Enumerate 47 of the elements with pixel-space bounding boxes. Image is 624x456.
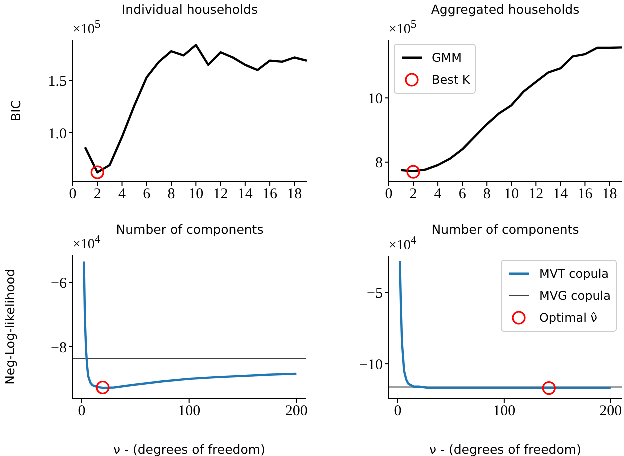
legend-label: Optimal ν̂ <box>539 311 598 325</box>
x-tick-label: 16 <box>262 186 278 203</box>
x-tick-label: 0 <box>385 186 393 203</box>
x-tick-label: 2 <box>94 186 102 203</box>
legend-label: Best K <box>432 73 470 87</box>
y-tick-label: 8 <box>376 156 383 172</box>
chart-title: Individual households <box>120 2 260 17</box>
x-tick-label: 10 <box>504 186 520 203</box>
x-tick-label: 0 <box>78 404 86 420</box>
x-tick-label: 8 <box>168 186 176 203</box>
x-tick-label: 14 <box>553 186 569 203</box>
x-tick-label: 6 <box>458 186 467 203</box>
y-tick-label: −10 <box>360 357 383 374</box>
x-tick-label: 16 <box>578 186 594 203</box>
x-tick-label: 12 <box>213 186 228 203</box>
y-tick-label: −8 <box>51 340 67 356</box>
legend-label: MVG copula <box>539 289 611 303</box>
y-tick-label: 10 <box>368 91 383 108</box>
x-tick-label: 0 <box>69 186 77 203</box>
x-tick-label: 8 <box>483 186 491 203</box>
x-tick-label: 18 <box>287 186 302 203</box>
text: ×10$^{4}$ <box>389 234 417 255</box>
y-tick-label: −5 <box>367 286 383 302</box>
x-tick-label: 200 <box>285 404 308 420</box>
text: ×10$^{5}$ <box>389 18 417 39</box>
x-tick-label: 100 <box>178 404 201 420</box>
y-axis-title: Neg-Log-likelihood <box>2 269 18 385</box>
x-tick-label: 0 <box>394 404 402 420</box>
legend-label: GMM <box>432 51 462 65</box>
legend-label: MVT copula <box>539 267 610 281</box>
y-axis-title: BIC <box>8 100 24 122</box>
text: ×10$^{4}$ <box>73 233 101 254</box>
x-tick-label: 18 <box>602 186 618 203</box>
y-tick-label: −6 <box>51 276 68 292</box>
x-tick-label: 14 <box>238 186 254 203</box>
x-tick-label: 6 <box>143 186 152 203</box>
y-tick-label: 1.0 <box>48 126 67 142</box>
chart-title: Aggregated households <box>430 2 581 17</box>
x-tick-label: 100 <box>493 404 516 420</box>
y-tick-label: 1.5 <box>48 74 67 90</box>
x-tick-label: 200 <box>600 404 622 420</box>
x-tick-label: 12 <box>528 186 544 203</box>
x-tick-label: 10 <box>188 186 204 203</box>
text: ×10$^{5}$ <box>73 18 101 39</box>
x-tick-label: 4 <box>118 186 127 203</box>
x-tick-label: 4 <box>434 186 442 203</box>
x-tick-label: 2 <box>410 186 418 203</box>
